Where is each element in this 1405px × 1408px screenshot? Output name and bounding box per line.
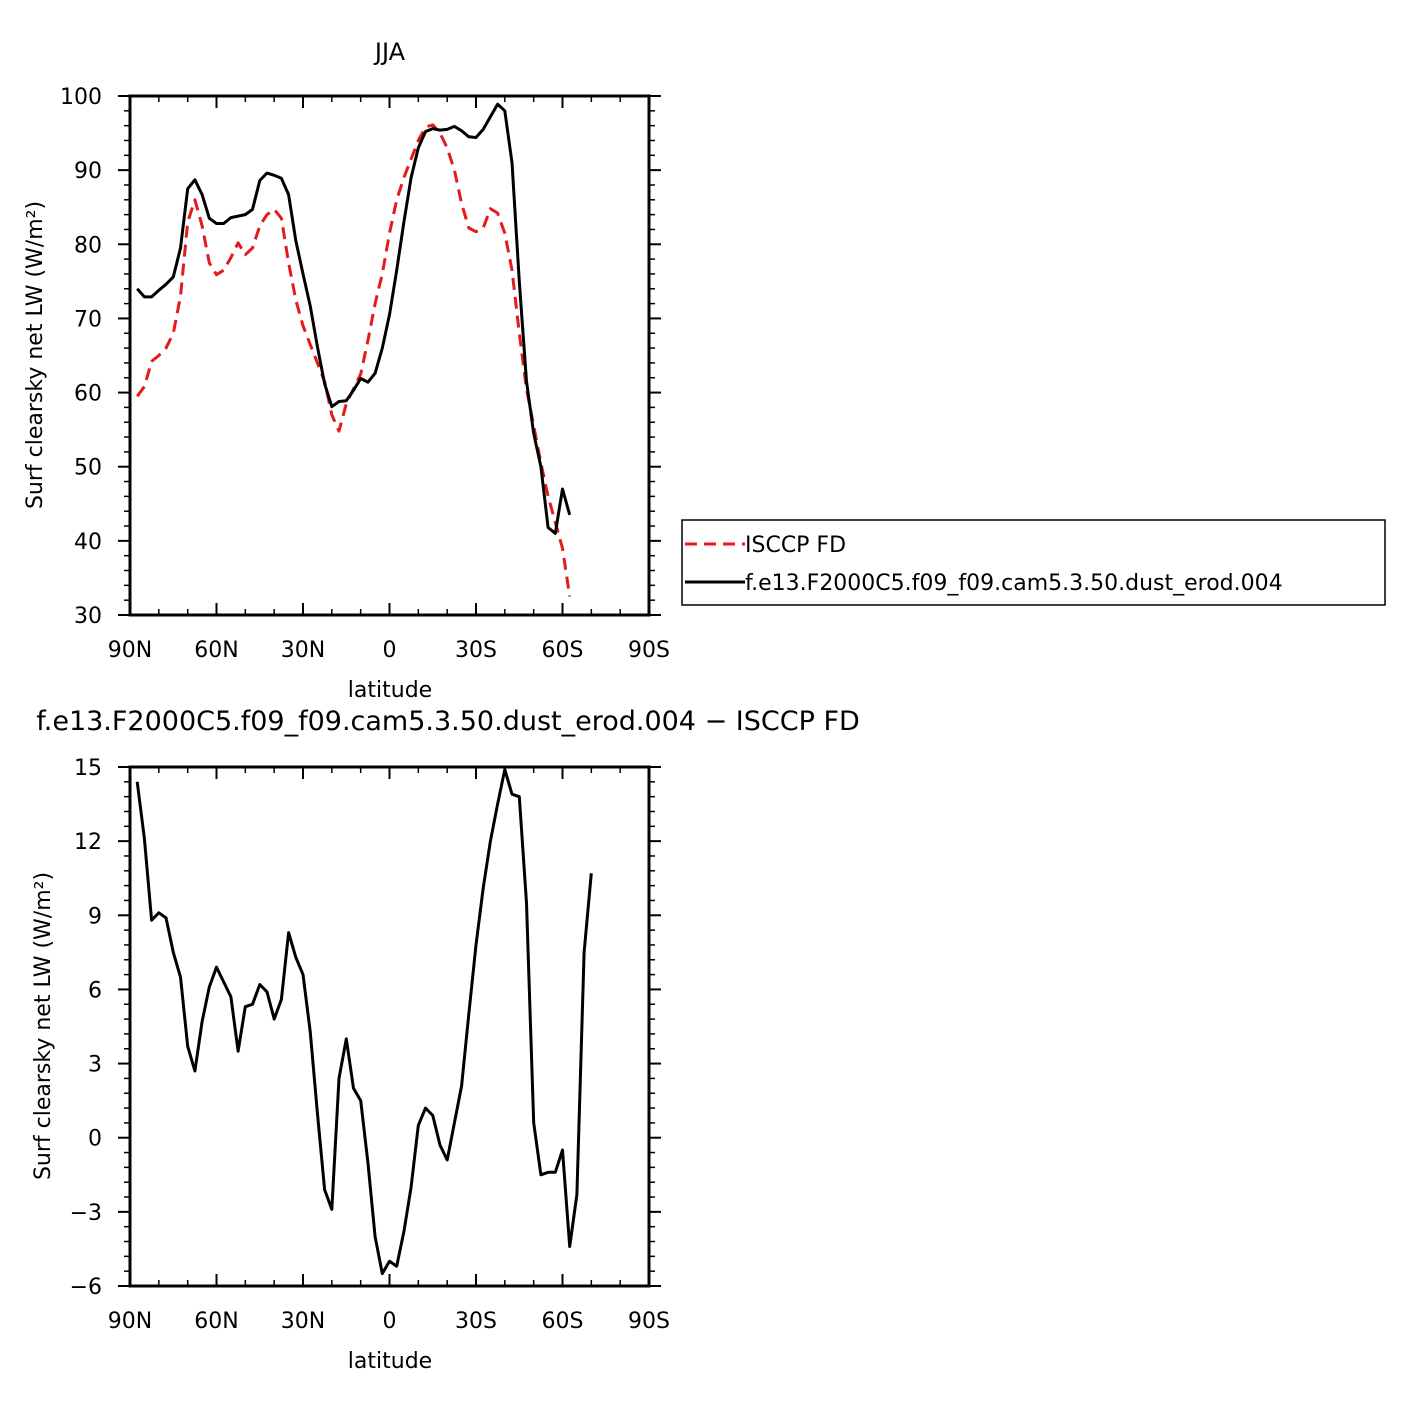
bottom-x-tick-label: 0 <box>383 1309 397 1334</box>
bottom-x-tick-label: 30S <box>455 1309 497 1334</box>
top-x-tick-label: 30S <box>455 638 497 663</box>
top-y-tick-label: 80 <box>74 233 102 258</box>
top-y-tick-label: 50 <box>74 456 102 481</box>
top-y-axis-label: Surf clearsky net LW (W/m²) <box>23 201 48 509</box>
bottom-series-layer <box>135 768 593 1276</box>
legend-label-isccp: ISCCP FD <box>745 533 846 558</box>
bottom-y-tick-label: 3 <box>88 1053 102 1078</box>
top-series-line-f-e13-f2000c5-f09-f09-cam5-3-50-dust-erod-004 <box>136 102 572 535</box>
top-x-axis-label: latitude <box>348 678 432 703</box>
bottom-y-tick-label: −3 <box>70 1201 102 1226</box>
top-y-tick-label: 40 <box>74 530 102 555</box>
top-panel: JJA Surf clearsky net LW (W/m²) latitude… <box>23 38 670 703</box>
top-y-tick-label: 60 <box>74 382 102 407</box>
bottom-panel: f.e13.F2000C5.f09_f09.cam5.3.50.dust_ero… <box>31 706 860 1374</box>
bottom-y-axis-label: Surf clearsky net LW (W/m²) <box>31 872 56 1180</box>
bottom-y-tick-label: 6 <box>88 978 102 1003</box>
top-chart-title: JJA <box>373 38 406 66</box>
bottom-y-tick-label: 12 <box>74 830 102 855</box>
top-series-layer <box>135 102 572 597</box>
top-x-tick-label: 90S <box>628 638 670 663</box>
bottom-y-tick-label: 15 <box>74 756 102 781</box>
bottom-ticks-layer: 90N 60N 30N 0 30S 60S 90S −6 −3 0 3 6 9 12 15 <box>70 756 670 1334</box>
bottom-x-axis-label: latitude <box>348 1349 432 1374</box>
legend-label-model: f.e13.F2000C5.f09_f09.cam5.3.50.dust_ero… <box>745 571 1283 596</box>
top-plot-frame <box>128 94 651 617</box>
bottom-series-line-series-0 <box>135 768 593 1276</box>
top-x-tick-label: 90N <box>108 638 152 663</box>
top-y-tick-label: 70 <box>74 307 102 332</box>
top-x-tick-label: 30N <box>281 638 325 663</box>
top-ticks-layer: 90N 60N 30N 0 30S 60S 90S 30 40 50 60 70 80 90 100 <box>60 85 670 663</box>
top-x-tick-label: 60N <box>194 638 238 663</box>
bottom-x-tick-label: 30N <box>281 1309 325 1334</box>
top-y-tick-label: 30 <box>74 604 102 629</box>
bottom-y-tick-label: 0 <box>88 1127 102 1152</box>
bottom-plot-frame <box>128 765 651 1288</box>
bottom-y-tick-label: 9 <box>88 904 102 929</box>
bottom-x-tick-label: 60S <box>542 1309 584 1334</box>
bottom-y-tick-label: −6 <box>70 1275 102 1300</box>
bottom-chart-title: f.e13.F2000C5.f09_f09.cam5.3.50.dust_ero… <box>36 706 860 737</box>
bottom-x-tick-label: 60N <box>194 1309 238 1334</box>
top-x-tick-label: 60S <box>542 638 584 663</box>
legend: ISCCP FD f.e13.F2000C5.f09_f09.cam5.3.50… <box>681 519 1386 606</box>
top-y-tick-label: 90 <box>74 159 102 184</box>
bottom-x-tick-label: 90N <box>108 1309 152 1334</box>
bottom-x-tick-label: 90S <box>628 1309 670 1334</box>
top-x-tick-label: 0 <box>383 638 397 663</box>
legend-box <box>681 519 1386 606</box>
top-y-tick-label: 100 <box>60 85 102 110</box>
